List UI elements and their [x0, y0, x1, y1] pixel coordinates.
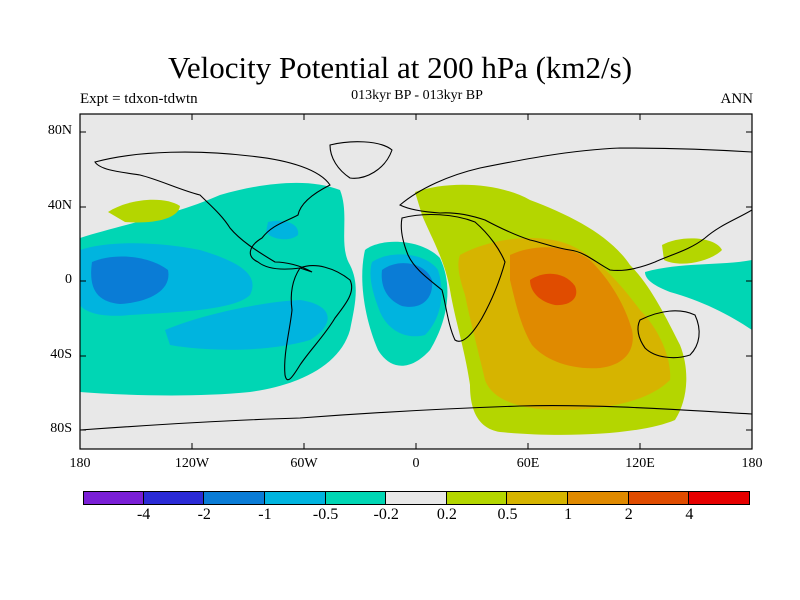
colorbar-label: -0.2	[373, 506, 399, 523]
y-tick-label: 80S	[50, 421, 72, 436]
colorbar-swatch	[628, 491, 690, 505]
colorbar-swatch	[446, 491, 508, 505]
colorbar-label: 1	[564, 506, 573, 523]
colorbar-swatch	[386, 491, 447, 505]
coast-south-america	[284, 265, 353, 381]
contour-negative-indo	[645, 260, 752, 330]
contour-minus05-southpac	[165, 300, 328, 350]
coast-australia	[637, 310, 700, 359]
colorbar-label: 2	[624, 506, 633, 523]
x-tick-label: 120W	[174, 456, 210, 471]
colorbar-swatch	[143, 491, 205, 505]
colorbar-swatch	[568, 491, 629, 505]
coast-greenland	[329, 141, 393, 179]
colorbar-label: 0.5	[497, 506, 518, 523]
coast-africa	[400, 214, 506, 342]
contour-minus05-caribbean	[266, 220, 299, 240]
contour-minus1-atlantic	[381, 263, 433, 307]
contour-plus2	[530, 273, 577, 306]
x-tick-label: 180	[741, 456, 763, 471]
colorbar-swatch	[325, 491, 387, 505]
colorbar-swatch	[507, 491, 569, 505]
colorbar-swatch	[204, 491, 265, 505]
season-label: ANN	[720, 91, 754, 107]
colorbar-swatch	[264, 491, 326, 505]
contour-plus02-atlantic	[108, 199, 180, 223]
colorbar-swatch	[689, 491, 750, 505]
contour-plus02-pacific	[662, 238, 722, 264]
colorbar-label: 4	[685, 506, 694, 523]
contour-minus1-pacific	[91, 256, 169, 304]
coast-north-america	[94, 151, 331, 273]
plot-subtitle: 013kyr BP - 013kyr BP	[351, 88, 483, 103]
colorbar-label: -1	[258, 506, 272, 523]
y-tick-label: 80N	[47, 123, 72, 138]
x-tick-label: 60W	[290, 456, 318, 471]
colorbar-label: 0.2	[436, 506, 457, 523]
axis-ticks	[80, 114, 752, 449]
colorbar-label: -4	[136, 506, 151, 523]
coast-antarctica	[80, 405, 752, 431]
coastlines	[80, 141, 752, 431]
y-tick-label: 40S	[50, 347, 72, 362]
plot-title: Velocity Potential at 200 hPa (km2/s)	[167, 50, 633, 85]
colorbar-swatch	[83, 491, 144, 505]
x-tick-label: 180	[69, 456, 91, 471]
colorbar-label: -2	[197, 506, 211, 523]
velocity-potential-field	[80, 141, 752, 435]
y-tick-label: 40N	[47, 198, 72, 213]
colorbar-label: -0.5	[312, 506, 339, 523]
experiment-label: Expt = tdxon-tdwtn	[80, 91, 198, 107]
y-tick-label: 0	[65, 272, 72, 287]
coast-eurasia	[399, 147, 752, 272]
x-tick-label: 0	[412, 456, 420, 471]
x-tick-label: 120E	[625, 456, 655, 471]
x-tick-label: 60E	[516, 456, 540, 471]
